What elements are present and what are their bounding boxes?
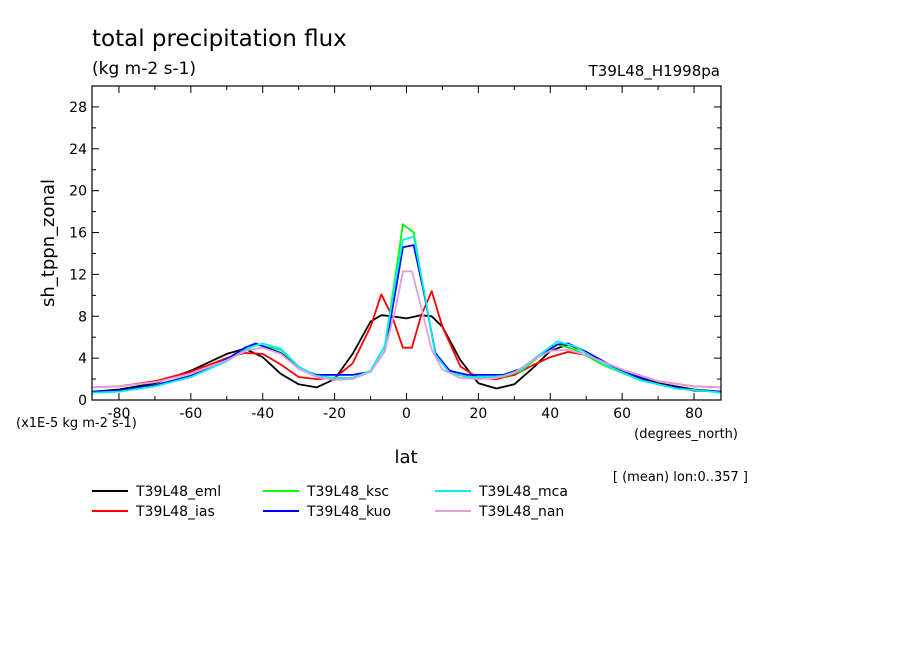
series-line-T39L48_mca bbox=[92, 235, 721, 394]
x-tick-label: 0 bbox=[402, 406, 411, 422]
legend-entry-label: T39L48_nan bbox=[478, 504, 564, 520]
y-tick-label: 16 bbox=[69, 226, 87, 242]
footnote: [ (mean) lon:0..357 ] bbox=[613, 470, 748, 485]
series-layer bbox=[92, 223, 721, 394]
series-line-T39L48_ksc bbox=[92, 223, 721, 394]
x-axis-ticks: -80 -60 -40 -20 0 20 40 60 80 bbox=[108, 86, 703, 422]
x-axis-label: lat bbox=[394, 447, 417, 468]
run-tag: T39L48_H1998pa bbox=[588, 62, 720, 81]
x-tick-label: -60 bbox=[179, 406, 202, 422]
x-tick-label: -40 bbox=[251, 406, 274, 422]
x-tick-label: 60 bbox=[613, 406, 631, 422]
y-tick-label: 8 bbox=[78, 309, 87, 325]
y-tick-label: 20 bbox=[69, 184, 87, 200]
y-tick-label: 24 bbox=[69, 142, 87, 158]
legend: T39L48_eml T39L48_ias T39L48_ksc T39L48_kuo… bbox=[92, 484, 568, 520]
y-axis-ticks: 0 4 8 12 16 20 24 28 bbox=[69, 100, 721, 409]
series-line-T39L48_nan bbox=[92, 270, 721, 389]
legend-entry-label: T39L48_mca bbox=[478, 484, 568, 500]
y-tick-label: 28 bbox=[69, 100, 87, 116]
y-scale-note: (x1E-5 kg m-2 s-1) bbox=[16, 416, 137, 431]
legend-entry-label: T39L48_kuo bbox=[306, 504, 391, 520]
chart-subtitle: (kg m-2 s-1) bbox=[92, 59, 196, 79]
x-axis-units: (degrees_north) bbox=[634, 427, 738, 442]
y-tick-label: 4 bbox=[78, 351, 87, 367]
x-tick-label: -20 bbox=[323, 406, 346, 422]
x-tick-label: 80 bbox=[685, 406, 703, 422]
y-axis-label: sh_tppn_zonal bbox=[38, 179, 59, 307]
legend-entry-label: T39L48_ksc bbox=[306, 484, 389, 500]
legend-entry-label: T39L48_ias bbox=[135, 504, 215, 520]
series-line-T39L48_ias bbox=[92, 290, 721, 389]
y-tick-label: 12 bbox=[69, 267, 87, 283]
chart-title: total precipitation flux bbox=[92, 26, 347, 52]
y-tick-label: 0 bbox=[78, 393, 87, 409]
x-tick-label: -80 bbox=[108, 406, 131, 422]
legend-entry-label: T39L48_eml bbox=[135, 484, 221, 500]
x-tick-label: 40 bbox=[541, 406, 559, 422]
x-tick-label: 20 bbox=[469, 406, 487, 422]
